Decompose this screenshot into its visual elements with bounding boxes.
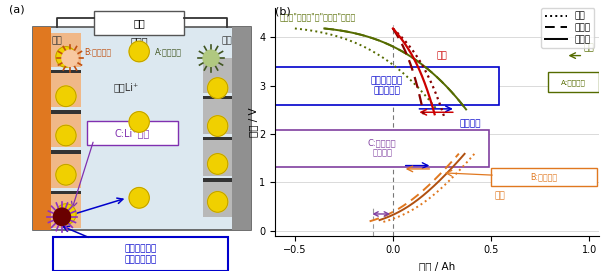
- FancyBboxPatch shape: [53, 237, 228, 271]
- Bar: [51, 114, 80, 147]
- Bar: [51, 73, 80, 107]
- Circle shape: [56, 47, 76, 67]
- Circle shape: [129, 41, 149, 62]
- Bar: [51, 110, 80, 114]
- FancyBboxPatch shape: [275, 130, 489, 166]
- Y-axis label: 電圧 / V: 電圧 / V: [248, 107, 258, 137]
- Text: (a): (a): [8, 4, 24, 14]
- FancyBboxPatch shape: [548, 72, 599, 92]
- Circle shape: [56, 164, 76, 185]
- FancyBboxPatch shape: [491, 169, 597, 186]
- Text: A:正極劣化: A:正極劣化: [155, 47, 182, 56]
- X-axis label: 容量 / Ah: 容量 / Ah: [419, 261, 455, 271]
- Circle shape: [129, 188, 149, 208]
- Circle shape: [203, 50, 219, 66]
- Circle shape: [56, 86, 76, 107]
- Text: 電解質: 電解質: [130, 37, 148, 47]
- Text: 負極: 負極: [495, 192, 506, 201]
- FancyBboxPatch shape: [275, 67, 499, 105]
- Bar: [203, 182, 232, 217]
- Text: 負極: 負極: [51, 37, 62, 46]
- Bar: [203, 178, 232, 182]
- Bar: [33, 27, 51, 230]
- Circle shape: [208, 192, 228, 212]
- FancyBboxPatch shape: [94, 11, 185, 35]
- Text: 負荷: 負荷: [133, 18, 145, 28]
- FancyBboxPatch shape: [33, 27, 251, 230]
- Bar: [203, 99, 232, 134]
- FancyBboxPatch shape: [87, 121, 178, 145]
- Circle shape: [56, 125, 76, 146]
- Circle shape: [208, 154, 228, 174]
- Bar: [203, 96, 232, 99]
- Text: 電気化学処理
（再活性化）: 電気化学処理 （再活性化）: [125, 244, 157, 264]
- Bar: [51, 33, 80, 67]
- Text: B:負極収縮: B:負極収縮: [531, 173, 558, 182]
- Text: 正極: 正極: [583, 43, 594, 52]
- Text: B:負極劣化: B:負極劣化: [85, 47, 112, 56]
- Bar: [51, 150, 80, 154]
- Bar: [203, 137, 232, 140]
- Text: C:正負極の
位置ずれ: C:正負極の 位置ずれ: [368, 138, 396, 158]
- Text: 許容通電量の
算出に活用: 許容通電量の 算出に活用: [371, 76, 403, 96]
- Legend: 初期, 劣化後, 回復後: 初期, 劣化後, 回復後: [541, 8, 595, 48]
- Bar: [203, 58, 232, 93]
- Circle shape: [53, 208, 70, 225]
- Bar: [203, 140, 232, 176]
- Text: A:正極収縮: A:正極収縮: [561, 79, 586, 86]
- Bar: [51, 70, 80, 73]
- Text: C:Li⁺失活: C:Li⁺失活: [115, 128, 150, 138]
- Bar: [51, 154, 80, 188]
- Bar: [51, 194, 80, 228]
- Text: 活性Li⁺: 活性Li⁺: [113, 82, 139, 92]
- Text: 正極: 正極: [221, 37, 232, 46]
- Circle shape: [56, 204, 76, 224]
- Circle shape: [62, 50, 78, 66]
- Circle shape: [208, 116, 228, 136]
- Circle shape: [208, 78, 228, 98]
- Text: 容量回復: 容量回復: [460, 120, 481, 128]
- Text: 正極の"回復後"は"劣化後"と一致: 正極の"回復後"は"劣化後"と一致: [279, 12, 356, 21]
- Text: 電池: 電池: [436, 51, 447, 60]
- Circle shape: [129, 112, 149, 132]
- Text: (b): (b): [275, 7, 291, 17]
- Bar: [232, 27, 251, 230]
- Bar: [51, 191, 80, 194]
